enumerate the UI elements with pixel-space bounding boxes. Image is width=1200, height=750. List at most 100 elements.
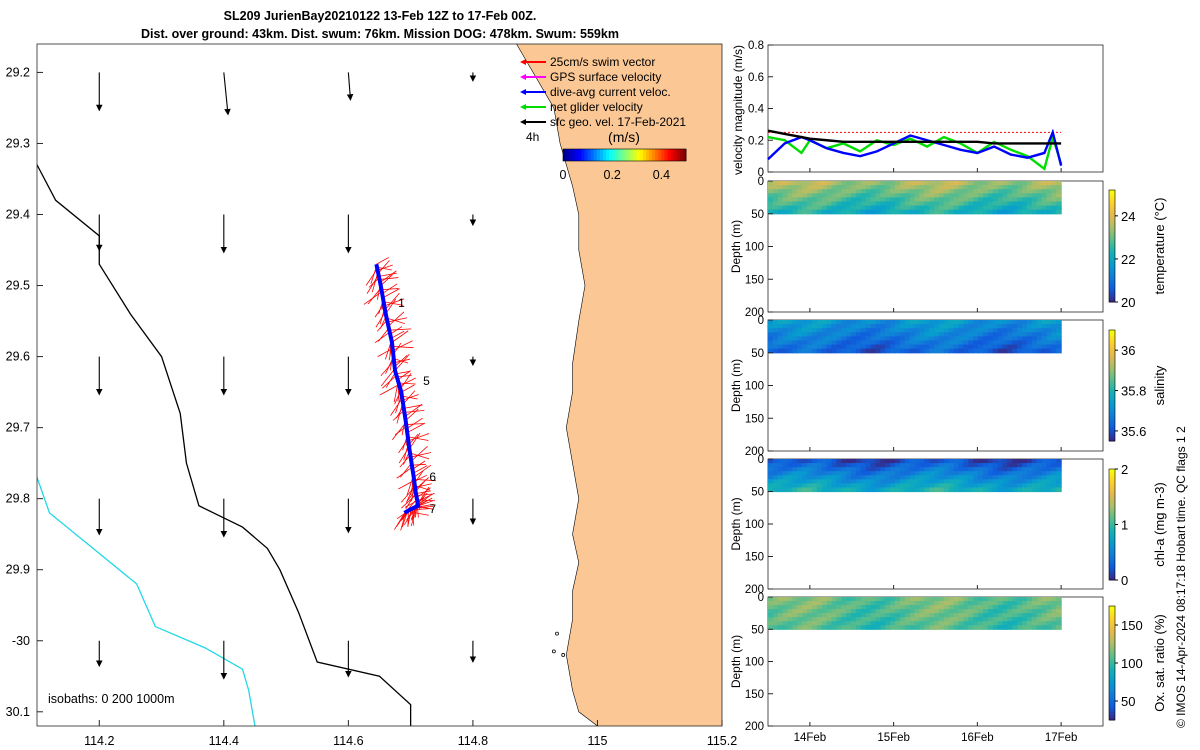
heatmap-cell <box>870 459 877 464</box>
heatmap-cell <box>943 487 950 493</box>
heatmap-cell <box>1012 483 1018 489</box>
heatmap-cell <box>924 328 930 333</box>
depth-tick-label: 50 <box>751 487 764 499</box>
heatmap-cell <box>963 613 969 618</box>
heatmap-cell <box>1041 181 1048 186</box>
heatmap-cell <box>1036 483 1043 489</box>
heatmap-cell <box>797 336 803 342</box>
heatmap-cell <box>987 181 994 186</box>
heatmap-cell <box>953 181 960 186</box>
heatmap-cell <box>987 209 994 215</box>
colorbar-tick: 0.2 <box>604 168 621 182</box>
heatmap-cell <box>1017 597 1023 602</box>
heatmap-cell <box>943 181 950 186</box>
heatmap-cell <box>792 320 798 325</box>
heatmap-cell <box>987 479 994 484</box>
heatmap-cell <box>802 209 808 215</box>
heatmap-cell <box>860 209 867 215</box>
heatmap-cell <box>768 320 774 325</box>
heatmap-cell <box>1046 605 1052 610</box>
heatmap-cell <box>807 320 813 325</box>
heatmap-cell <box>816 605 823 610</box>
heatmap-cell <box>948 340 955 346</box>
heatmap-cell <box>826 344 833 350</box>
heatmap-cell <box>934 609 940 614</box>
heatmap-cell <box>821 201 828 207</box>
swim-vector <box>377 348 393 357</box>
heatmap-cell <box>938 185 945 190</box>
heatmap-cell <box>777 609 784 614</box>
heatmap-cell <box>948 344 955 350</box>
heatmap-cell <box>1036 320 1043 325</box>
heatmap-cell <box>909 348 916 354</box>
heatmap-cell <box>777 483 784 489</box>
heatmap-cell <box>909 332 916 337</box>
heatmap-cell <box>880 609 886 614</box>
heatmap-cell <box>846 332 852 337</box>
heatmap-cell <box>1022 348 1028 354</box>
heatmap-cell <box>978 320 984 325</box>
heatmap-cell <box>934 332 940 337</box>
heatmap-cell <box>1031 479 1038 484</box>
heatmap-cell <box>1012 340 1018 346</box>
heatmap-cell <box>841 185 847 190</box>
heatmap-cell <box>782 625 789 630</box>
heatmap-cell <box>851 467 857 472</box>
heatmap-cell <box>948 459 955 464</box>
heatmap-cell <box>802 463 808 468</box>
heatmap-cell <box>1031 463 1038 468</box>
heatmap-cell <box>968 332 974 337</box>
heatmap-cell <box>1051 475 1057 480</box>
heatmap-cell <box>851 332 857 337</box>
heatmap-cell <box>958 613 965 618</box>
heatmap-cell <box>1056 609 1062 614</box>
heatmap-cell <box>1031 605 1038 610</box>
heatmap-cell <box>929 609 935 614</box>
heatmap-cell <box>1022 609 1028 614</box>
heatmap-cell <box>963 320 969 325</box>
heatmap-cell <box>968 181 974 186</box>
y-tick-label: 29.7 <box>6 421 30 435</box>
heatmap-cell <box>1056 201 1062 207</box>
heatmap-cell <box>1051 597 1057 602</box>
heatmap-cell <box>807 332 813 337</box>
colorbar-cell <box>1109 391 1115 395</box>
heatmap-cell <box>968 193 974 198</box>
heatmap-cell <box>836 209 842 215</box>
heatmap-cell <box>802 193 808 198</box>
colorbar-cell <box>1109 212 1115 216</box>
swim-vector <box>390 397 403 416</box>
heatmap-cell <box>992 328 999 333</box>
heatmap-cell <box>948 463 955 468</box>
heatmap-cell <box>909 344 916 350</box>
heatmap-cell <box>890 197 896 203</box>
heatmap-cell <box>768 467 774 472</box>
heatmap-cell <box>1002 597 1008 602</box>
heatmap-cell <box>914 348 921 354</box>
heatmap-cell <box>890 209 896 215</box>
heatmap-cell <box>768 205 774 211</box>
swim-vector <box>410 445 428 462</box>
heatmap-cell <box>846 613 852 618</box>
heatmap-cell <box>934 320 940 325</box>
heatmap-cell <box>1031 483 1038 489</box>
heatmap-cell <box>914 625 921 630</box>
colorbar-cell <box>679 149 684 161</box>
heatmap-cell <box>1036 597 1043 602</box>
heatmap-cell <box>934 209 940 215</box>
heatmap-cell <box>797 205 803 211</box>
heatmap-cell <box>987 348 994 354</box>
heatmap-cell <box>1026 193 1033 198</box>
heatmap-cell <box>997 193 1004 198</box>
heatmap-cell <box>899 328 906 333</box>
heatmap-cell <box>953 463 960 468</box>
heatmap-cell <box>880 185 886 190</box>
x-tick-label: 115 <box>587 734 607 748</box>
heatmap-cell <box>836 197 842 203</box>
heatmap-cell <box>1051 340 1057 346</box>
heatmap-cell <box>870 463 877 468</box>
heatmap-cell <box>787 479 794 484</box>
heatmap-cell <box>948 617 955 622</box>
heatmap-cell <box>899 189 906 194</box>
colorbar-cell <box>1109 276 1115 281</box>
